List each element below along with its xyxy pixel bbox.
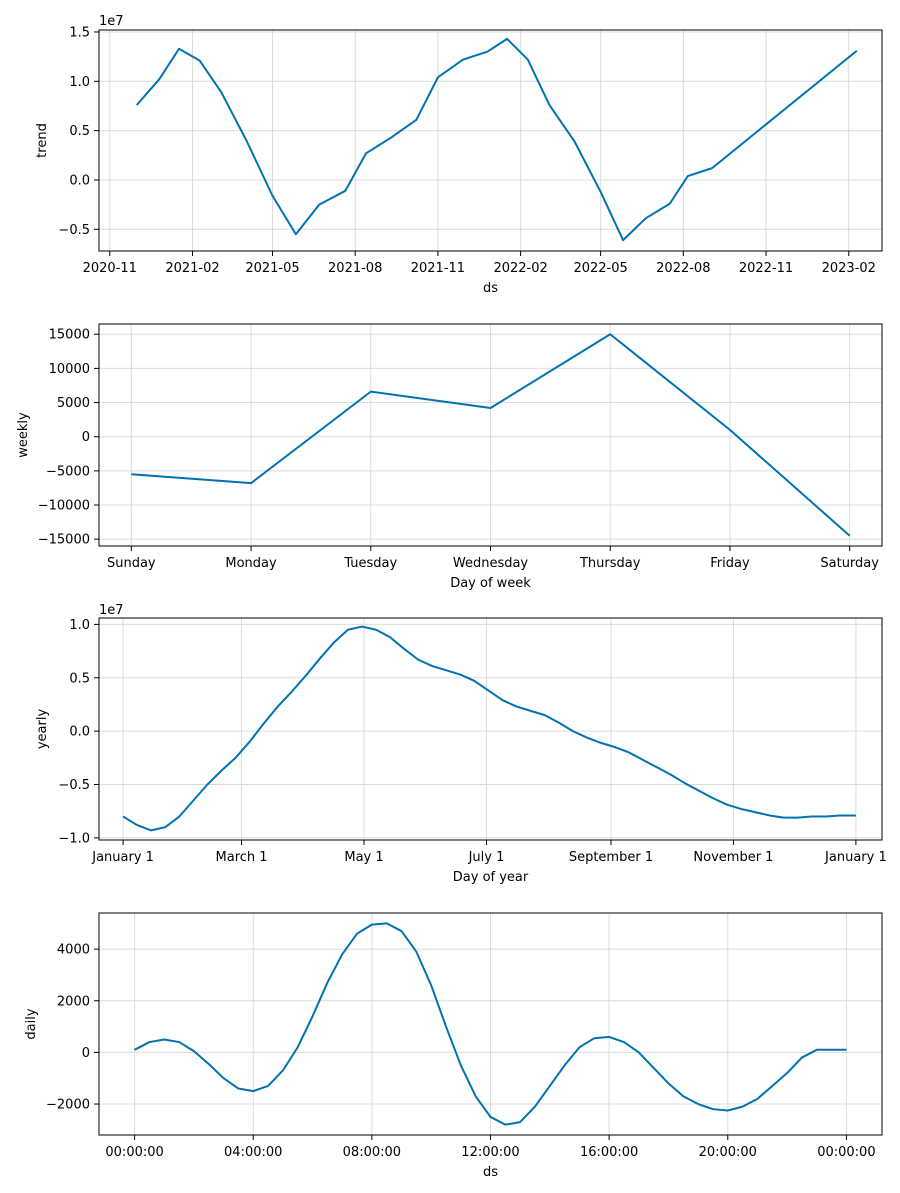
x-tick-label: Monday (225, 556, 277, 571)
y-tick-label: 0.0 (69, 725, 90, 740)
y-axis-label: weekly (16, 412, 31, 458)
x-tick-label: Tuesday (343, 556, 397, 571)
x-tick-label: 16:00:00 (580, 1145, 638, 1160)
y-axis-label: trend (35, 123, 50, 158)
x-tick-label: January 1 (91, 850, 154, 865)
x-axis-label: ds (483, 1165, 498, 1180)
y-tick-label: 0 (82, 1046, 90, 1061)
x-tick-label: March 1 (216, 850, 268, 865)
x-tick-label: 2021-11 (411, 261, 465, 276)
y-tick-label: 0.5 (69, 671, 90, 686)
x-axis-label: ds (483, 281, 498, 296)
x-tick-label: July 1 (468, 850, 505, 865)
y-tick-label: 5000 (57, 396, 90, 411)
axis-offset-label: 1e7 (99, 603, 124, 618)
y-tick-label: 2000 (57, 994, 90, 1009)
y-tick-label: 1.0 (69, 75, 90, 90)
x-tick-label: 2022-05 (573, 261, 627, 276)
x-tick-label: 2022-02 (493, 261, 547, 276)
x-axis-label: Day of year (453, 870, 529, 885)
x-tick-label: 2022-08 (656, 261, 710, 276)
x-tick-label: January 1 (824, 850, 887, 865)
x-tick-label: Saturday (820, 556, 879, 571)
y-tick-label: −15000 (38, 533, 90, 548)
x-tick-label: 04:00:00 (224, 1145, 282, 1160)
x-axis-label: Day of week (450, 576, 531, 591)
x-tick-label: 08:00:00 (343, 1145, 401, 1160)
y-tick-label: −2000 (46, 1098, 90, 1113)
panel-yearly: January 1 March 1 May 1 July 1 September 1 No… (35, 603, 887, 885)
x-tick-label: September 1 (569, 850, 653, 865)
x-tick-label: 2020-11 (83, 261, 137, 276)
axis-offset-label: 1e7 (99, 14, 124, 29)
y-tick-label: −0.5 (58, 223, 90, 238)
x-tick-label: 20:00:00 (699, 1145, 757, 1160)
x-tick-label: 00:00:00 (105, 1145, 163, 1160)
x-tick-label: November 1 (693, 850, 773, 865)
panel-weekly: Sunday Monday Tuesday Wednesday Thursday Frid… (16, 323, 883, 591)
y-tick-label: 4000 (57, 943, 90, 958)
x-tick-label: 00:00:00 (817, 1145, 875, 1160)
y-tick-label: 10000 (49, 362, 90, 377)
panel-daily: 00:00:00 04:00:00 08:00:00 12:00:00 16:00:00… (24, 912, 883, 1180)
y-tick-label: 1.0 (69, 618, 90, 633)
x-tick-label: Thursday (579, 556, 641, 571)
x-tick-label: Wednesday (453, 556, 529, 571)
series-line-yearly (122, 625, 856, 832)
y-tick-label: 0 (82, 430, 90, 445)
y-axis-label: daily (24, 1008, 39, 1039)
panel-trend: 2020-11 2021-02 2021-05 2021-08 2021-11 2022-… (35, 14, 883, 296)
x-tick-label: 12:00:00 (461, 1145, 519, 1160)
y-tick-label: 1.5 (69, 25, 90, 40)
x-tick-label: 2021-05 (245, 261, 299, 276)
x-tick-label: 2023-02 (822, 261, 876, 276)
series-line-weekly (131, 333, 851, 537)
x-tick-label: Friday (710, 556, 750, 571)
series-line-trend (136, 37, 858, 242)
y-tick-label: 15000 (49, 328, 90, 343)
y-tick-label: −0.5 (58, 778, 90, 793)
x-tick-label: 2022-11 (739, 261, 793, 276)
axes-frame (98, 617, 883, 841)
x-tick-label: 2021-02 (165, 261, 219, 276)
series-line-daily (134, 922, 847, 1126)
x-tick-label: Sunday (107, 556, 156, 571)
y-tick-label: −10000 (38, 499, 90, 514)
y-tick-label: −5000 (46, 464, 90, 479)
y-tick-label: 0.5 (69, 124, 90, 139)
y-tick-label: 0.0 (69, 173, 90, 188)
y-axis-label: yearly (35, 709, 50, 750)
x-tick-label: May 1 (344, 850, 383, 865)
x-tick-label: 2021-08 (328, 261, 382, 276)
axes-frame (98, 29, 883, 252)
y-tick-label: −1.0 (58, 831, 90, 846)
